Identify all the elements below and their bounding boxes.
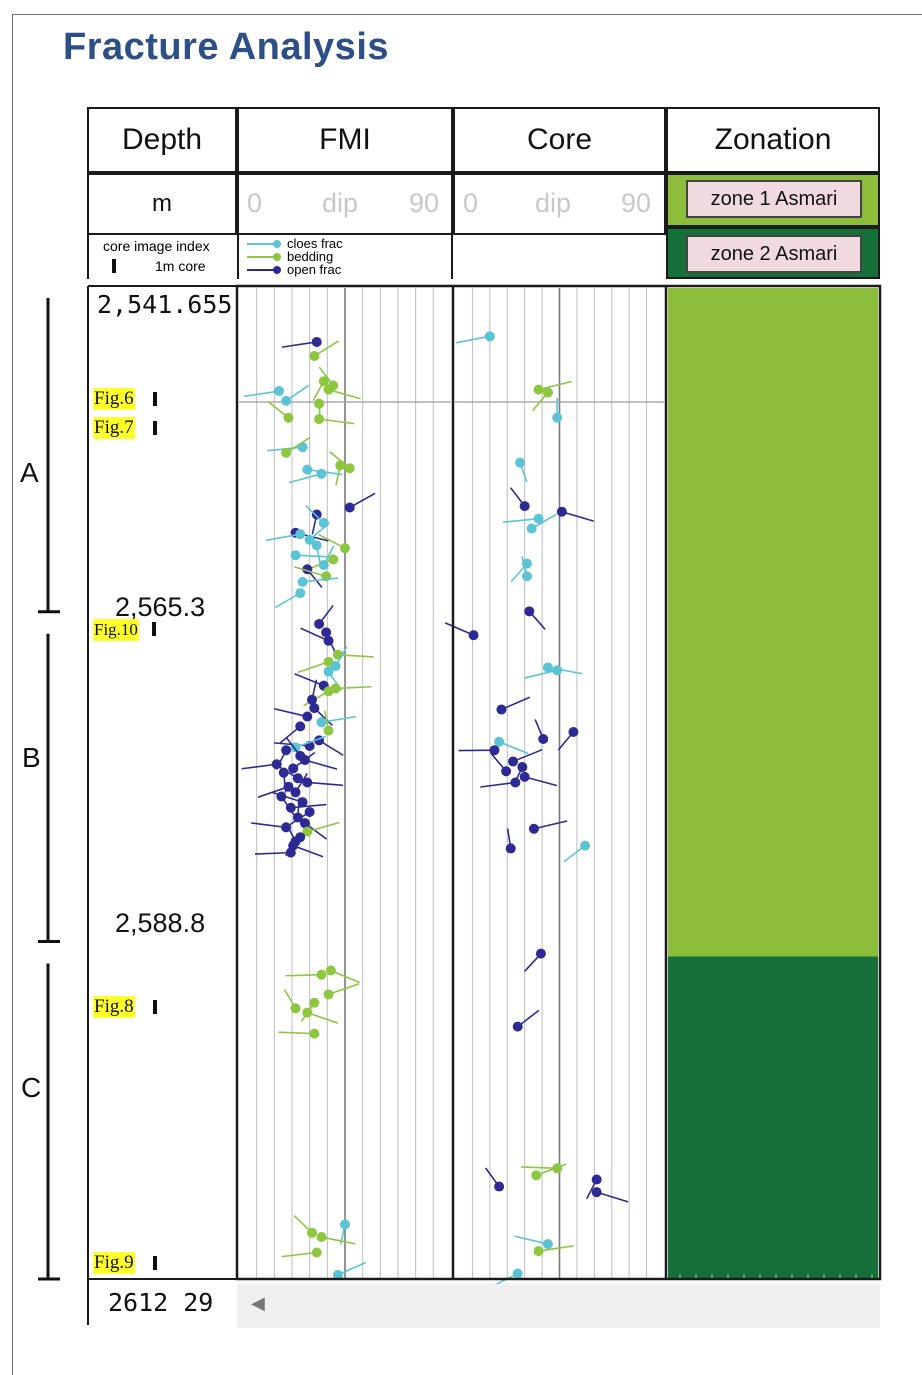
zone-2-label: zone 2 Asmari [686,235,862,273]
segment-a-label: A [20,457,39,488]
zonation-header: Zonation [666,107,880,173]
fmi-dip-scale: 0 dip 90 [237,173,453,235]
core-dip-max: 90 [621,188,652,218]
fig-9-tick [153,1256,157,1270]
fmi-dip-label: dip [322,188,359,218]
page-title: Fracture Analysis [63,26,390,68]
legend-closed-dot [273,240,281,248]
fig-10-marker: Fig.10 [93,619,139,641]
legend-open-label: open frac [287,262,342,277]
core-dip-min: 0 [463,188,479,218]
core-index-cell: core image index 1m core [87,235,237,279]
core-header: Core [453,107,666,173]
depth-label-top: 2,541.655 [97,290,233,319]
horizontal-scrollbar[interactable]: ◀ [237,1284,880,1328]
zone-1-label: zone 1 Asmari [686,180,862,218]
legend-closed-label: cloes frac [287,236,343,251]
fmi-header: FMI [237,107,453,173]
fig-7-tick [153,421,157,435]
fig-6-marker: Fig.6 [93,388,135,410]
fig-7-marker: Fig.7 [93,417,135,439]
core-dip-scale: 0 dip 90 [453,173,666,235]
depth-unit-cell: m [87,173,237,235]
fig-9-marker: Fig.9 [93,1252,135,1274]
fig-10-tick [152,622,156,636]
core-index-title: core image index [103,238,210,254]
depth-unit-label: m [152,190,172,217]
scroll-left-arrow-icon[interactable]: ◀ [251,1293,265,1313]
legend-bedding-dot [273,253,281,261]
zone-2-legend: zone 2 Asmari [666,227,880,279]
zonation-header-label: Zonation [714,123,832,156]
depth-label-mid1: 2,565.3 [115,592,206,622]
zone-1-legend: zone 1 Asmari [666,173,880,227]
fig-8-tick [153,1000,157,1014]
legend-bedding-label: bedding [287,249,334,264]
depth-label-mid2: 2,588.8 [115,908,206,938]
core-dip-label: dip [535,188,572,218]
core-header-label: Core [526,123,593,156]
core-index-scale: 1m core [155,258,206,274]
fmi-dip-max: 90 [409,188,440,218]
fig-6-tick [153,392,157,406]
legend-swatches [247,240,281,274]
depth-header: Depth [87,107,237,173]
depth-header-label: Depth [121,123,203,156]
legend-open-dot [273,266,281,274]
fmi-header-label: FMI [319,123,371,156]
segment-c-label: C [21,1072,42,1103]
figure-frame [12,14,922,1375]
fmi-dip-min: 0 [247,188,263,218]
fracture-legend: cloes frac bedding open frac [237,235,453,279]
core-index-tick [112,259,116,273]
fig-8-marker: Fig.8 [93,996,135,1018]
segment-b-label: B [22,742,41,773]
depth-label-bottom: 2612 29 [108,1288,214,1317]
